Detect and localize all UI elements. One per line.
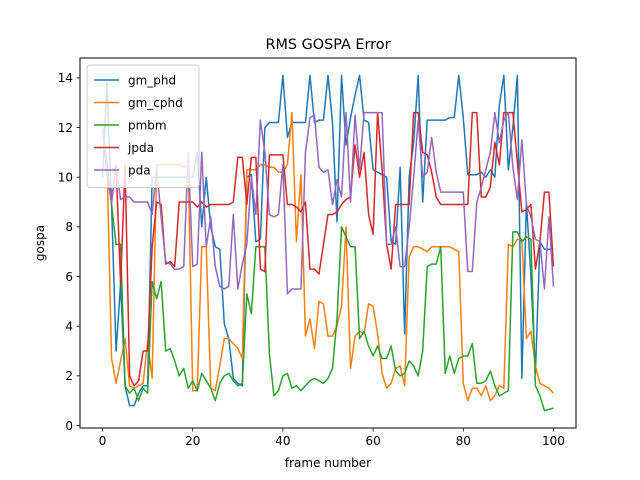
x-axis-label: frame number — [285, 456, 371, 470]
series-line-jpda — [101, 111, 555, 387]
y-tick-label: 10 — [58, 170, 73, 184]
x-tick-label: 80 — [456, 434, 471, 448]
x-tick-label: 40 — [275, 434, 290, 448]
legend-label-pmbm: pmbm — [128, 118, 167, 132]
y-tick-label: 8 — [65, 220, 73, 234]
x-tick-label: 20 — [185, 434, 200, 448]
y-tick-label: 4 — [65, 319, 73, 333]
legend-box — [86, 64, 200, 188]
y-tick-label: 0 — [65, 419, 73, 433]
legend-label-pda: pda — [128, 163, 151, 177]
legend-label-gm_phd: gm_phd — [128, 73, 176, 87]
x-tick-label: 100 — [542, 434, 565, 448]
y-tick-label: 6 — [65, 270, 73, 284]
series-line-pmbm — [101, 127, 554, 412]
y-axis-ticks: 0 2 4 6 8 10 12 14 — [58, 71, 80, 433]
x-axis-ticks: 0 20 40 60 80 100 — [99, 428, 565, 448]
series-line-pda — [101, 111, 555, 295]
y-tick-label: 14 — [58, 71, 73, 85]
legend-label-gm_cphd: gm_cphd — [128, 96, 183, 110]
x-tick-label: 60 — [365, 434, 380, 448]
chart-title: RMS GOSPA Error — [266, 37, 391, 53]
x-tick-label: 0 — [99, 434, 107, 448]
legend-label-jpda: jpda — [127, 141, 154, 155]
y-tick-label: 12 — [58, 121, 73, 135]
axes-frame — [79, 57, 577, 429]
y-axis-label: gospa — [33, 225, 47, 261]
y-tick-label: 2 — [65, 369, 73, 383]
